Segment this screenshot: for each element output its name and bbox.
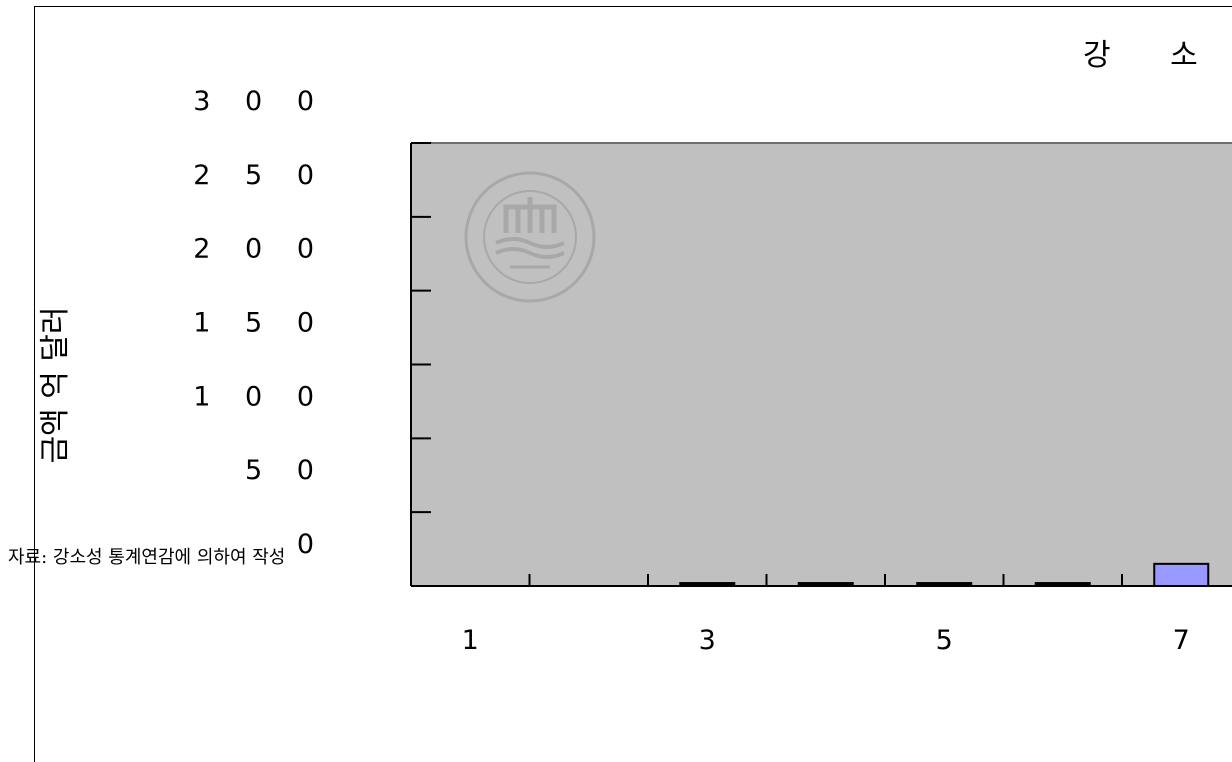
bar <box>1034 582 1091 588</box>
plot-area <box>411 143 1232 586</box>
y-tick-label: 2 5 0 <box>193 160 327 191</box>
source-note: 자료: 강소성 통계연감에 의하여 작성 <box>8 547 286 568</box>
bar <box>1153 562 1210 587</box>
y-tick-label: 1 0 0 <box>193 381 327 412</box>
university-seal-watermark <box>464 171 596 303</box>
x-tick-label: 1 <box>462 625 479 656</box>
bar <box>916 582 973 588</box>
x-tick-label: 7 <box>1173 625 1190 656</box>
bar <box>797 582 854 588</box>
figure-frame-top <box>34 6 1232 7</box>
y-tick-label: 5 0 <box>245 455 327 486</box>
y-tick-label: 3 0 0 <box>193 86 327 117</box>
chart-title: 강 소 <box>1083 38 1223 73</box>
y-tick-label: 0 <box>297 529 327 560</box>
bar <box>679 582 736 588</box>
x-tick-label: 5 <box>936 625 953 656</box>
y-tick-label: 2 0 0 <box>193 234 327 265</box>
y-tick-label: 1 5 0 <box>193 308 327 339</box>
figure-frame-left <box>34 6 35 762</box>
x-tick-label: 3 <box>699 625 716 656</box>
